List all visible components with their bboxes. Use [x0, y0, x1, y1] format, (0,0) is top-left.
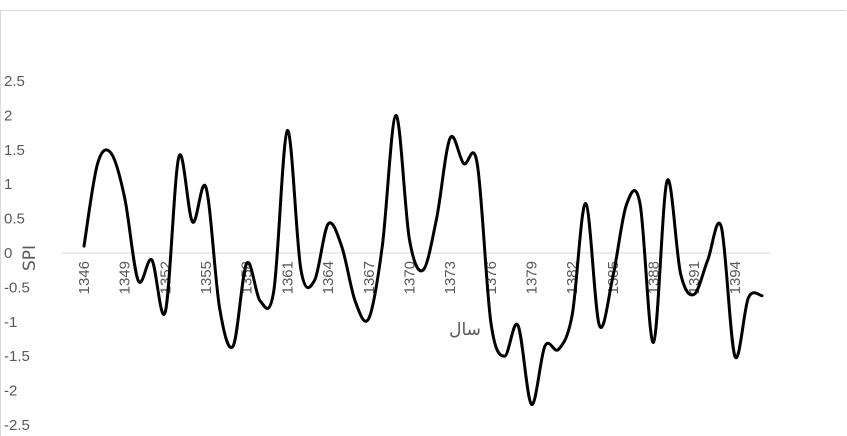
x-tick-label: 1361 [279, 261, 296, 294]
x-tick-label: 1352 [157, 261, 174, 294]
x-tick-label: 1364 [320, 261, 337, 294]
y-tick-label: 1 [4, 176, 12, 193]
y-tick-label: 0.5 [4, 211, 25, 228]
spi-series-line [82, 113, 764, 406]
chart-frame [0, 10, 846, 436]
x-tick-label: 1373 [442, 261, 459, 294]
y-tick-label: -1.5 [4, 348, 30, 365]
y-axis-ticks: 2.5 2 1.5 1 0.5 0 -0.5 -1 -1.5 -2 -2.5 [4, 73, 30, 434]
x-tick-label: 1379 [523, 261, 540, 294]
x-tick-label: 1346 [76, 261, 93, 294]
x-tick-label: 1349 [117, 261, 134, 294]
y-tick-label: 2.5 [4, 73, 25, 90]
x-tick-label: 1355 [198, 261, 215, 294]
y-axis-title: SPI [20, 245, 40, 271]
x-tick-label: 1367 [361, 261, 378, 294]
y-tick-label: -2 [4, 383, 17, 400]
y-tick-label: -0.5 [4, 279, 30, 296]
x-tick-label: 1370 [401, 261, 418, 294]
y-tick-label: -1 [4, 314, 17, 331]
x-axis-title: سال [449, 320, 481, 340]
y-tick-label: 2 [4, 107, 12, 124]
y-tick-label: 1.5 [4, 142, 25, 159]
x-tick-label: 1394 [727, 261, 744, 294]
x-axis-ticks: 1346 1349 1352 1355 1358 1361 1364 1367 1370 1373… [76, 261, 744, 294]
y-tick-label: -2.5 [4, 417, 30, 434]
y-tick-label: 0 [4, 245, 12, 262]
